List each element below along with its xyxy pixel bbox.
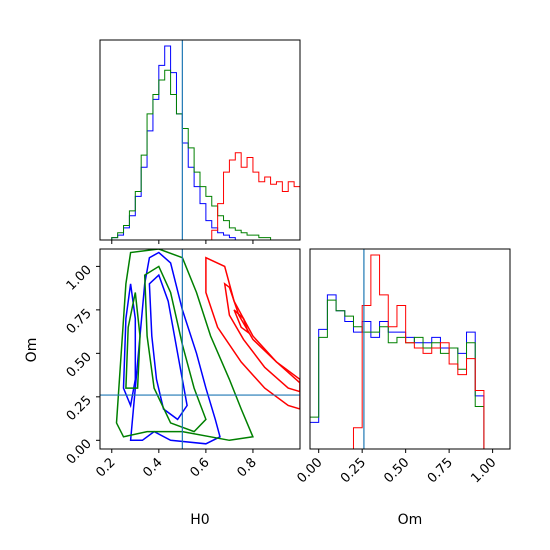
om-histogram-panel: 0.00 0.25 0.50 0.75 1.00 bbox=[294, 248, 511, 486]
contour-1-ring-1 bbox=[143, 265, 207, 433]
contour-0-ring-1 bbox=[148, 273, 188, 421]
om-hist-tick-label-3: 0.75 bbox=[425, 455, 456, 486]
joint-x-tick-label-3: 0.8 bbox=[235, 455, 260, 480]
h0-om-joint-panel: 0.2 0.4 0.6 0.8 0.00 0.25 0.50 0.75 1.00 bbox=[64, 248, 301, 480]
joint-y-tick-label-1: 0.25 bbox=[64, 393, 95, 424]
contour-1-ring-0 bbox=[115, 249, 254, 442]
om-hist-tick-label-1: 0.25 bbox=[338, 455, 369, 486]
contour-0-ring-0 bbox=[129, 251, 221, 445]
h0-hist-series-1 bbox=[100, 69, 300, 241]
om-hist-tick-label-0: 0.00 bbox=[294, 455, 325, 486]
h0-hist-frame bbox=[99, 39, 301, 241]
joint-x-tick-label-0: 0.2 bbox=[93, 455, 118, 480]
x-axis-label-h0: H0 bbox=[190, 512, 209, 528]
om-hist-series-1 bbox=[309, 299, 493, 450]
y-axis-label-om: Om bbox=[24, 338, 40, 363]
contour-0-ring-2 bbox=[122, 283, 137, 409]
joint-y-tick-label-0: 0.00 bbox=[64, 437, 95, 468]
joint-x-tick-label-1: 0.4 bbox=[140, 455, 165, 480]
h0-histogram-panel bbox=[99, 39, 301, 244]
om-hist-series-0 bbox=[309, 294, 493, 450]
joint-y-tick-label-4: 1.00 bbox=[64, 263, 95, 294]
om-hist-tick-label-2: 0.50 bbox=[381, 455, 412, 486]
contour-2-ring-2 bbox=[233, 309, 250, 335]
joint-x-tick-label-2: 0.6 bbox=[187, 455, 212, 480]
contour-2-ring-1 bbox=[223, 282, 300, 393]
joint-frame bbox=[99, 248, 301, 450]
joint-y-tick-label-2: 0.50 bbox=[64, 350, 95, 381]
om-hist-tick-label-4: 1.00 bbox=[468, 455, 499, 486]
joint-y-tick-label-3: 0.75 bbox=[64, 306, 95, 337]
x-axis-label-om: Om bbox=[398, 512, 423, 528]
om-hist-series-2 bbox=[310, 254, 493, 450]
contour-1-ring-2 bbox=[125, 292, 141, 389]
om-hist-frame bbox=[309, 248, 511, 450]
